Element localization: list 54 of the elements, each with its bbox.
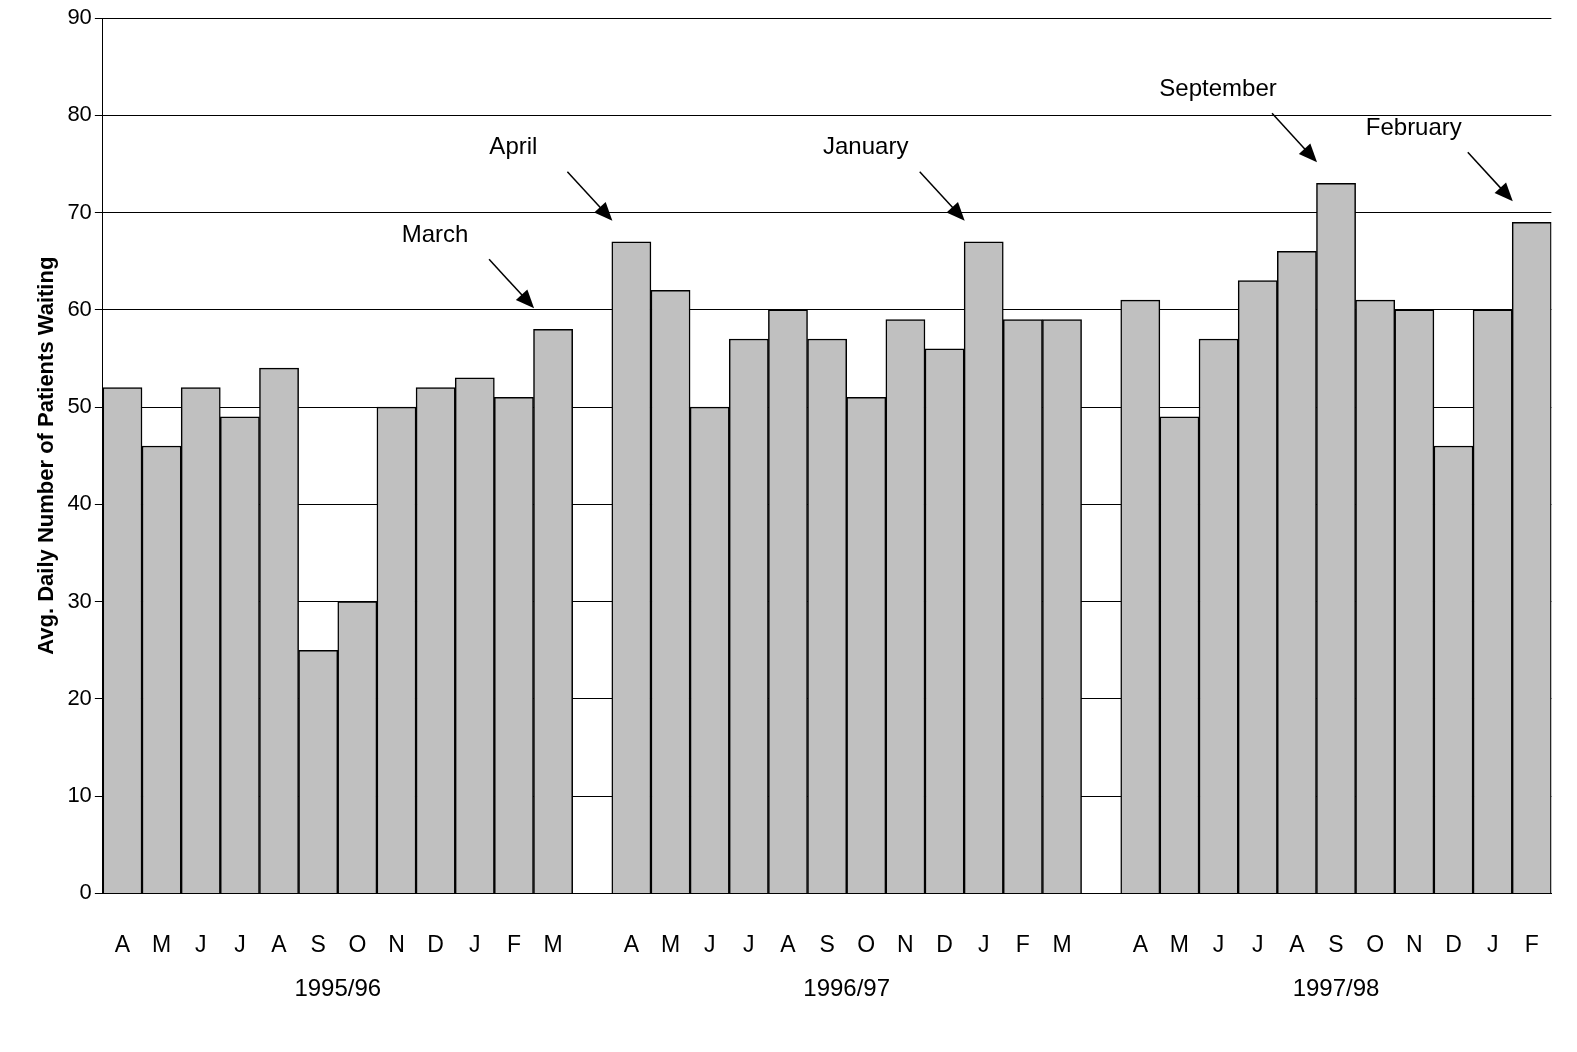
text: 1995/96 — [294, 974, 382, 1002]
x-tick-label: A — [114, 930, 131, 957]
y-tick-label: 70 — [67, 198, 92, 224]
x-tick-label: J — [469, 930, 481, 957]
x-tick-label: S — [1328, 930, 1344, 957]
y-tick-label: 80 — [67, 101, 92, 127]
x-tick-label: J — [977, 930, 990, 957]
x-tick-label: O — [348, 930, 367, 957]
x-tick-label: D — [936, 930, 953, 957]
x-tick-label: M — [1052, 930, 1072, 957]
x-tick-label: N — [388, 930, 405, 957]
x-tick-label: F — [1524, 930, 1539, 957]
x-tick-label: O — [1366, 930, 1385, 957]
text: 1996/97 — [803, 974, 891, 1002]
x-tick-label: J — [743, 930, 755, 957]
y-tick-label: 40 — [67, 490, 92, 516]
x-tick-label: J — [1486, 930, 1499, 957]
x-tick-label: M — [1169, 930, 1190, 957]
y-tick-label: 90 — [67, 4, 92, 30]
x-tick-label: M — [543, 930, 563, 957]
x-tick-label: J — [234, 930, 246, 957]
x-tick-label: J — [703, 930, 716, 957]
text: 1997/98 — [1292, 974, 1380, 1002]
x-tick-label: M — [152, 930, 172, 957]
y-tick-label: 10 — [67, 782, 92, 808]
annotation: March — [401, 219, 469, 247]
x-tick-label: N — [897, 930, 914, 957]
x-tick-label: D — [1445, 930, 1462, 957]
x-tick-label: J — [1252, 930, 1264, 957]
y-tick-label: 30 — [67, 587, 92, 613]
x-tick-label: S — [819, 930, 835, 957]
x-tick-label: A — [1289, 930, 1306, 957]
x-tick-label: A — [1132, 930, 1149, 957]
y-tick-label: 20 — [67, 684, 92, 710]
annotation: February — [1365, 112, 1462, 140]
y-tick-label: 0 — [79, 879, 92, 905]
annotation: April — [489, 132, 538, 160]
x-tick-label: J — [1212, 930, 1225, 957]
x-tick-label: M — [660, 930, 681, 957]
annotation: January — [823, 132, 909, 160]
x-tick-label: J — [194, 930, 207, 957]
x-tick-label: O — [857, 930, 876, 957]
x-tick-label: F — [506, 930, 521, 957]
x-tick-label: A — [780, 930, 797, 957]
y-tick-label: 50 — [67, 393, 92, 419]
x-tick-label: N — [1406, 930, 1423, 957]
annotation: September — [1159, 73, 1277, 101]
x-tick-label: D — [427, 930, 444, 957]
x-tick-label: A — [623, 930, 640, 957]
x-tick-label: S — [310, 930, 326, 957]
x-tick-label: F — [1015, 930, 1030, 957]
x-tick-label: A — [271, 930, 288, 957]
y-axis-title: Avg. Daily Number of Patients Waiting — [33, 256, 59, 655]
y-tick-label: 60 — [67, 295, 92, 321]
